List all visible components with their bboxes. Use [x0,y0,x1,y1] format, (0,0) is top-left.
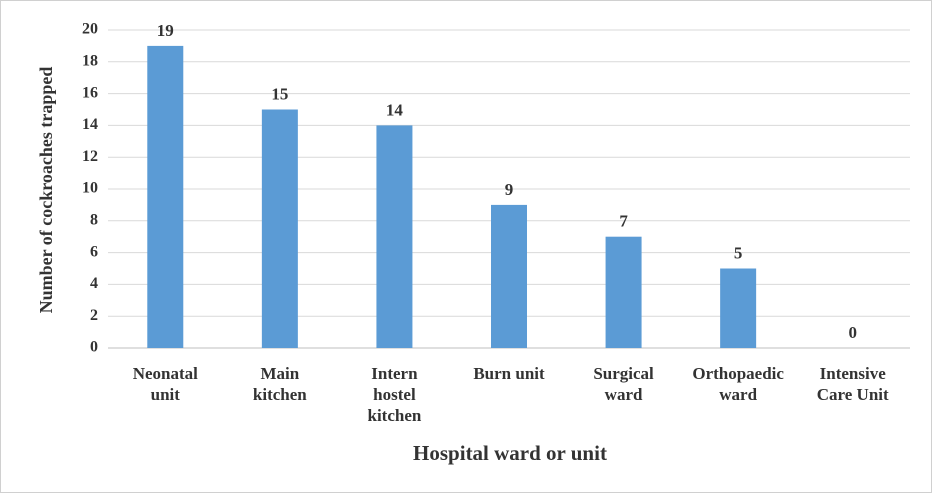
data-label: 9 [505,180,514,199]
bar [720,268,757,348]
bar [491,204,527,348]
bar [605,236,642,348]
x-tick-label: Intern hostel kitchen [367,364,422,425]
y-tick-label: 0 [90,339,98,356]
data-label: 5 [734,243,743,262]
data-label: 14 [386,100,404,119]
bar [261,109,298,348]
x-tick-label: Burn unit [473,364,545,383]
data-label: 0 [848,323,857,342]
y-tick-label: 6 [90,243,98,260]
data-label: 19 [157,21,174,40]
bar [147,45,184,349]
x-tick-label: Neonatal unit [132,364,198,404]
y-tick-label: 18 [82,52,98,69]
y-tick-label: 20 [82,21,98,38]
y-tick-label: 4 [90,275,98,292]
y-axis-title: Number of cockroaches trapped [36,67,56,314]
x-tick-label: Orthopaedic ward [692,364,784,404]
y-tick-label: 8 [90,211,98,228]
x-tick-label: Surgical ward [593,364,654,404]
x-axis-title: Hospital ward or unit [413,441,607,465]
data-label: 7 [619,212,628,231]
y-tick-label: 16 [82,84,98,101]
data-label: 15 [271,84,288,103]
y-tick-label: 14 [82,116,98,133]
y-tick-label: 2 [90,307,98,324]
y-tick-label: 10 [82,180,98,197]
y-tick-label: 12 [82,148,98,165]
x-tick-label: Main kitchen [252,364,307,404]
bar [376,125,413,349]
x-tick-label: Intensive Care Unit [816,364,889,404]
